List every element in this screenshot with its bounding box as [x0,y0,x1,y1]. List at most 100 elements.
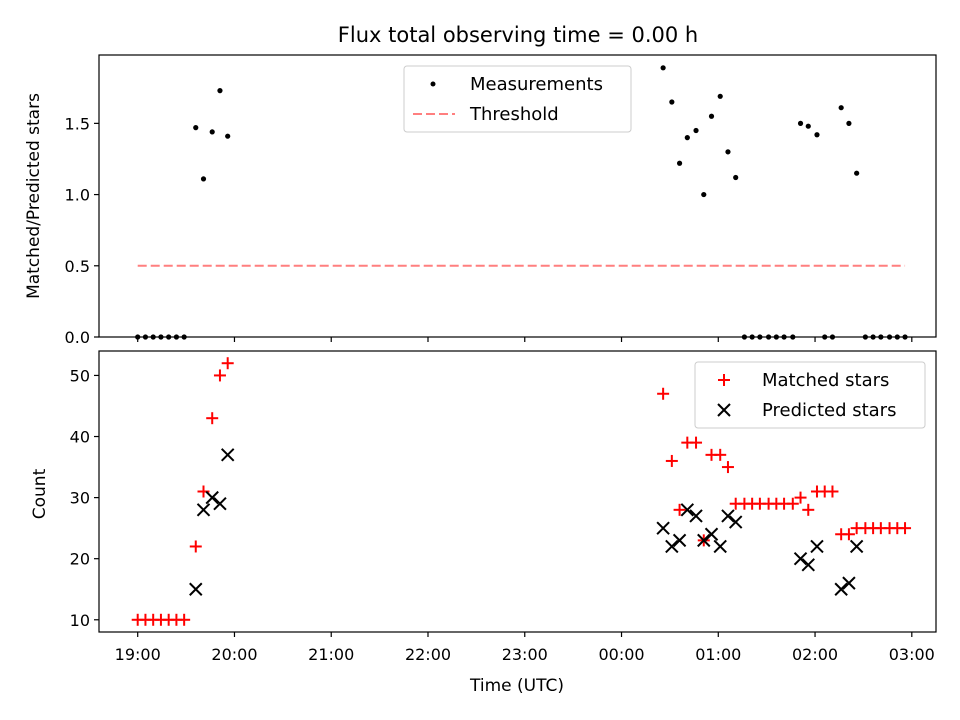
measurement-point [200,176,207,182]
ratio-y-axis-label: Matched/Predicted stars [24,93,44,299]
count-y-tick-label: 40 [70,428,90,447]
ratio-plot-area [135,65,908,340]
count-x-tick-label: 23:00 [502,645,548,664]
predicted-star-marker [728,515,743,529]
measurement-point [684,135,690,141]
measurement-point [660,65,666,71]
predicted-star-marker [713,539,727,554]
ratio-y-ticks: 0.0 0.5 1.0 1.5 [65,114,99,347]
count-x-tick-label: 03:00 [889,645,935,664]
matched-star-marker [714,448,727,461]
matched-star-marker [794,491,807,504]
measurement-point [846,120,852,126]
count-x-tick-label: 01:00 [695,645,741,664]
count-y-tick-label: 10 [70,611,90,630]
ratio-y-tick-label: 0.0 [65,328,90,347]
measurement-point [854,170,860,176]
count-legend-box [694,361,926,429]
count-axes-frame [98,350,937,633]
ratio-y-tick-label: 0.5 [65,257,90,276]
measurement-point [193,125,199,131]
predicted-star-marker [665,539,679,554]
count-y-ticks: 10 20 30 40 50 [70,366,99,630]
ratio-y-tick-label: 1.5 [65,114,90,133]
measurement-point [838,105,844,111]
ratio-panel: 0.0 0.5 1.0 1.5 Matched/Predicted stars Mea… [24,54,937,347]
ratio-axes-frame [98,54,937,338]
ratio-legend-box [403,65,632,133]
measurement-point [676,160,683,166]
predicted-star-marker [697,533,711,548]
predicted-star-marker [220,448,235,462]
count-x-tick-label: 20:00 [211,645,257,664]
measurement-point [814,132,820,138]
predicted-star-marker [189,582,203,596]
predicted-star-marker [721,509,735,523]
ratio-legend: Measurements Threshold [403,65,632,133]
predicted-star-marker [834,582,848,596]
count-x-tick-label: 22:00 [405,645,451,664]
measurement-point [725,149,731,155]
count-plot-area [131,357,912,626]
measurement-point [708,113,715,119]
count-y-tick-label: 30 [70,489,90,508]
measurement-point [225,133,231,139]
measurement-point [209,129,215,135]
predicted-star-marker [672,533,687,548]
predicted-star-marker [793,551,808,566]
predicted-star-marker [196,503,211,517]
matched-star-marker [673,503,686,516]
matched-star-marker [189,540,202,553]
matched-star-marker [178,613,191,626]
measurement-point [217,88,223,94]
count-x-tick-label: 02:00 [792,645,838,664]
measurement-point [717,93,723,99]
count-panel: 10 20 30 40 50 19:00 20:00 21:00 22:00 23:00 00:0… [30,350,937,696]
count-y-axis-label: Count [30,468,50,519]
predicted-star-marker [849,539,864,554]
measurement-point [701,191,707,198]
ratio-x-ticks [137,337,913,342]
measurement-point [693,127,699,134]
matched-star-marker [665,454,678,467]
matched-star-marker [802,503,815,516]
matched-star-marker [690,436,703,449]
predicted-star-marker [842,576,856,590]
matched-star-marker [197,485,210,498]
legend-measurements-label: Measurements [470,74,603,95]
legend-predicted-label: Predicted stars [762,400,896,421]
predicted-star-marker [704,527,719,541]
legend-predicted-marker [717,403,731,417]
predicted-star-marker [689,509,703,523]
count-x-tick-label: 00:00 [598,645,644,664]
predicted-star-marker [680,503,695,517]
matched-star-marker [206,412,219,425]
count-x-tick-label: 19:00 [115,645,161,664]
measurement-point [805,123,811,129]
legend-matched-label: Matched stars [762,370,889,391]
matched-star-marker [213,369,226,382]
x-axis-label: Time (UTC) [469,676,564,696]
measurement-point [669,99,675,105]
legend-threshold-label: Threshold [469,104,559,125]
count-x-ticks: 19:00 20:00 21:00 22:00 23:00 00:00 01:00 02:00… [115,632,935,664]
chart-title: Flux total observing time = 0.00 h [338,23,698,47]
matched-star-marker [842,528,855,541]
measurement-point [733,174,739,181]
legend-measurements-marker [430,81,436,87]
count-y-tick-label: 50 [70,366,90,385]
legend-matched-marker [718,374,730,386]
predicted-star-marker [810,539,824,554]
predicted-star-marker [205,490,219,505]
measurement-point [797,120,804,126]
predicted-star-marker [656,521,670,535]
matched-star-marker [221,357,234,370]
predicted-star-marker [213,497,227,511]
ratio-y-tick-label: 1.0 [65,186,90,205]
matched-star-marker [721,461,734,474]
count-x-tick-label: 21:00 [308,645,354,664]
count-legend: Matched stars Predicted stars [694,361,926,429]
matched-star-marker [899,522,912,535]
count-y-tick-label: 20 [70,550,90,569]
